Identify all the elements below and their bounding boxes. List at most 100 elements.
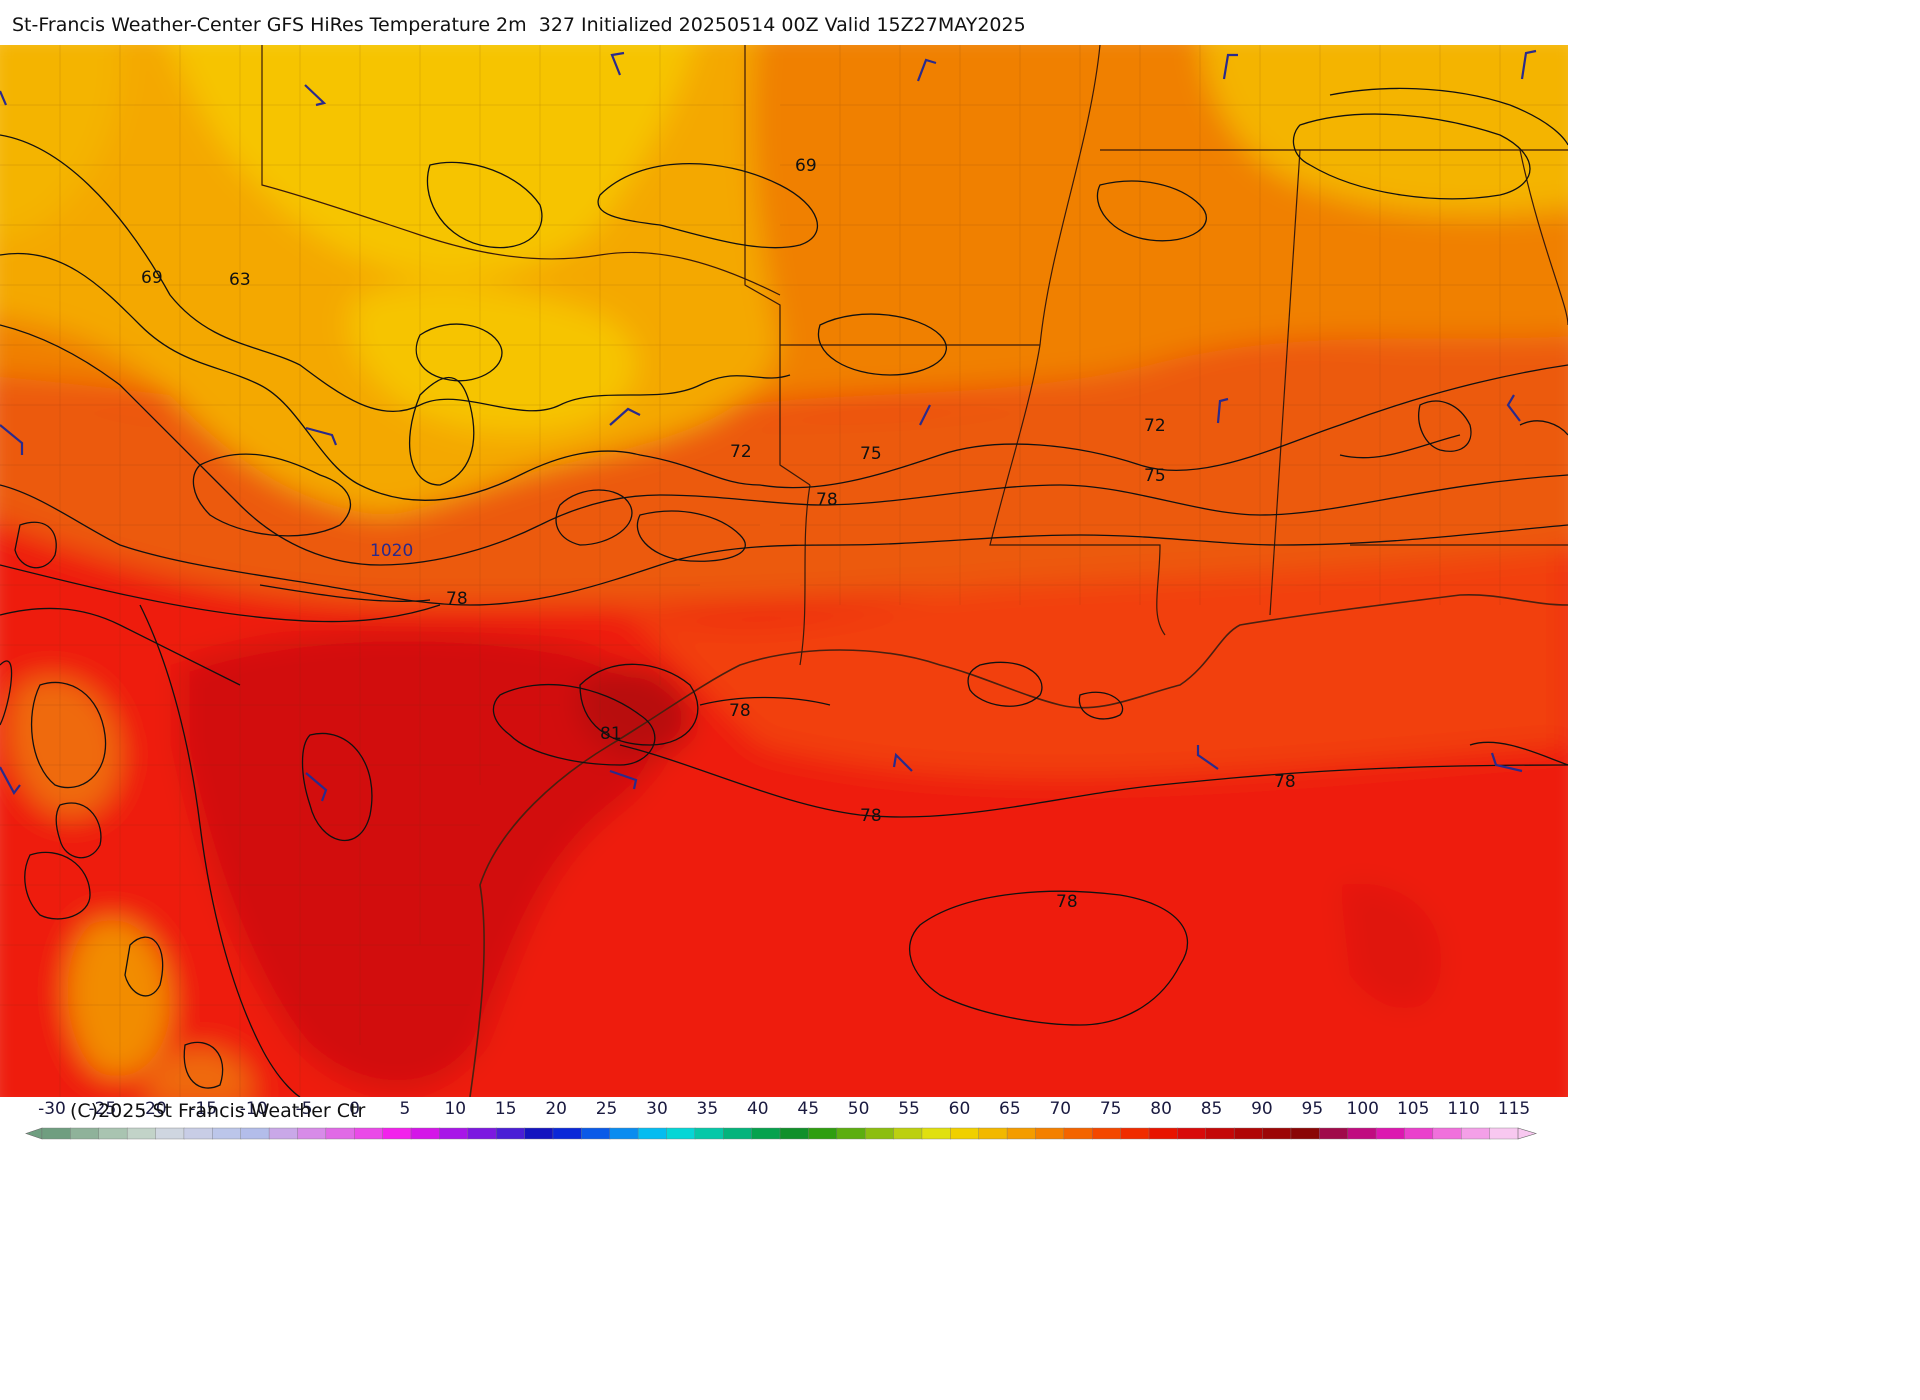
- gulf-dark-patch: [1340, 883, 1442, 1009]
- legend-tick-label: 10: [444, 1099, 466, 1119]
- legend-arrow-right: [1517, 1127, 1538, 1140]
- legend-swatch: [524, 1127, 554, 1140]
- legend-tick-label: -25: [89, 1099, 117, 1119]
- wind-barb: [304, 84, 327, 107]
- legend-swatch: [1262, 1127, 1292, 1140]
- legend-swatch: [1319, 1127, 1349, 1140]
- wind-barb: [609, 769, 638, 790]
- legend-tick-label: 115: [1498, 1099, 1530, 1119]
- legend-tick-label: 20: [545, 1099, 567, 1119]
- contour-label: 78: [446, 589, 468, 609]
- legend-swatch: [552, 1127, 583, 1140]
- contour-label: 81: [600, 724, 622, 744]
- legend-tick-label: 90: [1251, 1099, 1273, 1119]
- legend-arrow-left: [25, 1127, 43, 1140]
- gulf-warm-band: [620, 515, 1568, 777]
- legend-swatch: [325, 1127, 355, 1140]
- legend-swatch: [1148, 1127, 1179, 1140]
- legend-swatch: [779, 1127, 810, 1140]
- legend-tick-label: 0: [349, 1099, 360, 1119]
- legend-tick-label: 80: [1150, 1099, 1172, 1119]
- contour-lines: [0, 87, 1568, 1097]
- legend-swatch: [41, 1127, 72, 1140]
- map-title: St-Francis Weather-Center GFS HiRes Temp…: [12, 14, 1026, 36]
- temperature-field: [0, 45, 1568, 1097]
- sw-orange-3: [146, 1048, 252, 1097]
- legend-tick-label: 60: [949, 1099, 971, 1119]
- texas-yellow: [169, 45, 695, 278]
- wind-barb: [0, 424, 24, 455]
- legend-swatch: [694, 1127, 724, 1140]
- legend-tick-label: 50: [848, 1099, 870, 1119]
- contour-label: 72: [1144, 416, 1166, 436]
- legend-swatch: [212, 1127, 242, 1140]
- legend-tick-label: 55: [898, 1099, 920, 1119]
- legend-tick-label: 75: [1100, 1099, 1122, 1119]
- wind-barb: [1216, 397, 1229, 424]
- wind-barb: [1490, 752, 1523, 773]
- legend-tick-label: 25: [596, 1099, 618, 1119]
- wind-barb: [0, 90, 8, 106]
- legend-swatch: [1006, 1127, 1037, 1140]
- contour-label: 78: [860, 806, 882, 826]
- legend-colorbar: [25, 1127, 1538, 1140]
- contour-label: 75: [1144, 466, 1166, 486]
- color-legend: -30 -25 -20 -15 -10 -5 0 5 10 15 20 25 30 35 40 45 50 55 6…: [25, 1099, 1538, 1140]
- contour-label: 78: [816, 490, 838, 510]
- legend-swatch: [268, 1127, 299, 1140]
- legend-tick-label: -5: [296, 1099, 313, 1119]
- legend-swatch: [410, 1127, 441, 1140]
- legend-tick-label: 70: [1049, 1099, 1071, 1119]
- wind-barb: [1222, 53, 1238, 80]
- texas-yellow-2: [349, 284, 637, 433]
- legend-swatch: [836, 1127, 866, 1140]
- wind-barb: [1506, 394, 1521, 422]
- legend-tick-label: 105: [1397, 1099, 1429, 1119]
- legend-swatch: [70, 1127, 100, 1140]
- copyright-text: (C)2025 St Francis Weather Ctr: [70, 1100, 366, 1122]
- ne-yellow: [1201, 45, 1568, 215]
- legend-swatch: [1404, 1127, 1434, 1140]
- legend-swatch: [354, 1127, 384, 1140]
- wind-barb: [609, 407, 641, 426]
- legend-swatch: [183, 1127, 214, 1140]
- legend-swatch: [666, 1127, 696, 1140]
- wind-barb: [919, 404, 931, 426]
- legend-tick-label: 35: [697, 1099, 719, 1119]
- wind-barb: [0, 766, 21, 796]
- legend-swatch: [1205, 1127, 1235, 1140]
- houston-maroon: [577, 667, 692, 758]
- legend-swatch: [581, 1127, 611, 1140]
- legend-swatch: [978, 1127, 1008, 1140]
- legend-swatch: [1233, 1127, 1264, 1140]
- legend-swatch: [467, 1127, 497, 1140]
- sw-orange-1: [9, 677, 121, 817]
- contour-label: 78: [1274, 772, 1296, 792]
- legend-swatch: [1375, 1127, 1406, 1140]
- legend-tick-label: 45: [797, 1099, 819, 1119]
- legend-swatch: [609, 1127, 639, 1140]
- legend-swatch: [240, 1127, 270, 1140]
- temperature-map: 69 63 69 72 75 72 75 78 1020 78 78 81 78…: [0, 45, 1568, 1097]
- legend-swatch: [1035, 1127, 1065, 1140]
- legend-swatch: [1177, 1127, 1207, 1140]
- legend-tick-label: 65: [999, 1099, 1021, 1119]
- legend-swatch: [1290, 1127, 1321, 1140]
- wind-barb: [1520, 49, 1537, 80]
- nw-yellow: [0, 45, 122, 241]
- legend-swatch: [98, 1127, 128, 1140]
- contour-labels: 69 63 69 72 75 72 75 78 1020 78 78 81 78…: [141, 156, 1296, 912]
- legend-swatch: [723, 1127, 753, 1140]
- legend-tick-label: -20: [139, 1099, 167, 1119]
- legend-swatch: [126, 1127, 157, 1140]
- legend-swatch: [1432, 1127, 1462, 1140]
- contour-label: 69: [795, 156, 817, 176]
- land-dark-orange: [0, 319, 1568, 605]
- legend-swatch: [1063, 1127, 1093, 1140]
- legend-swatch: [864, 1127, 895, 1140]
- se-texas-deep-red: [180, 631, 663, 1090]
- legend-swatch: [751, 1127, 781, 1140]
- wind-barb: [892, 752, 913, 772]
- wind-barbs: [0, 49, 1537, 802]
- contour-label: 78: [729, 701, 751, 721]
